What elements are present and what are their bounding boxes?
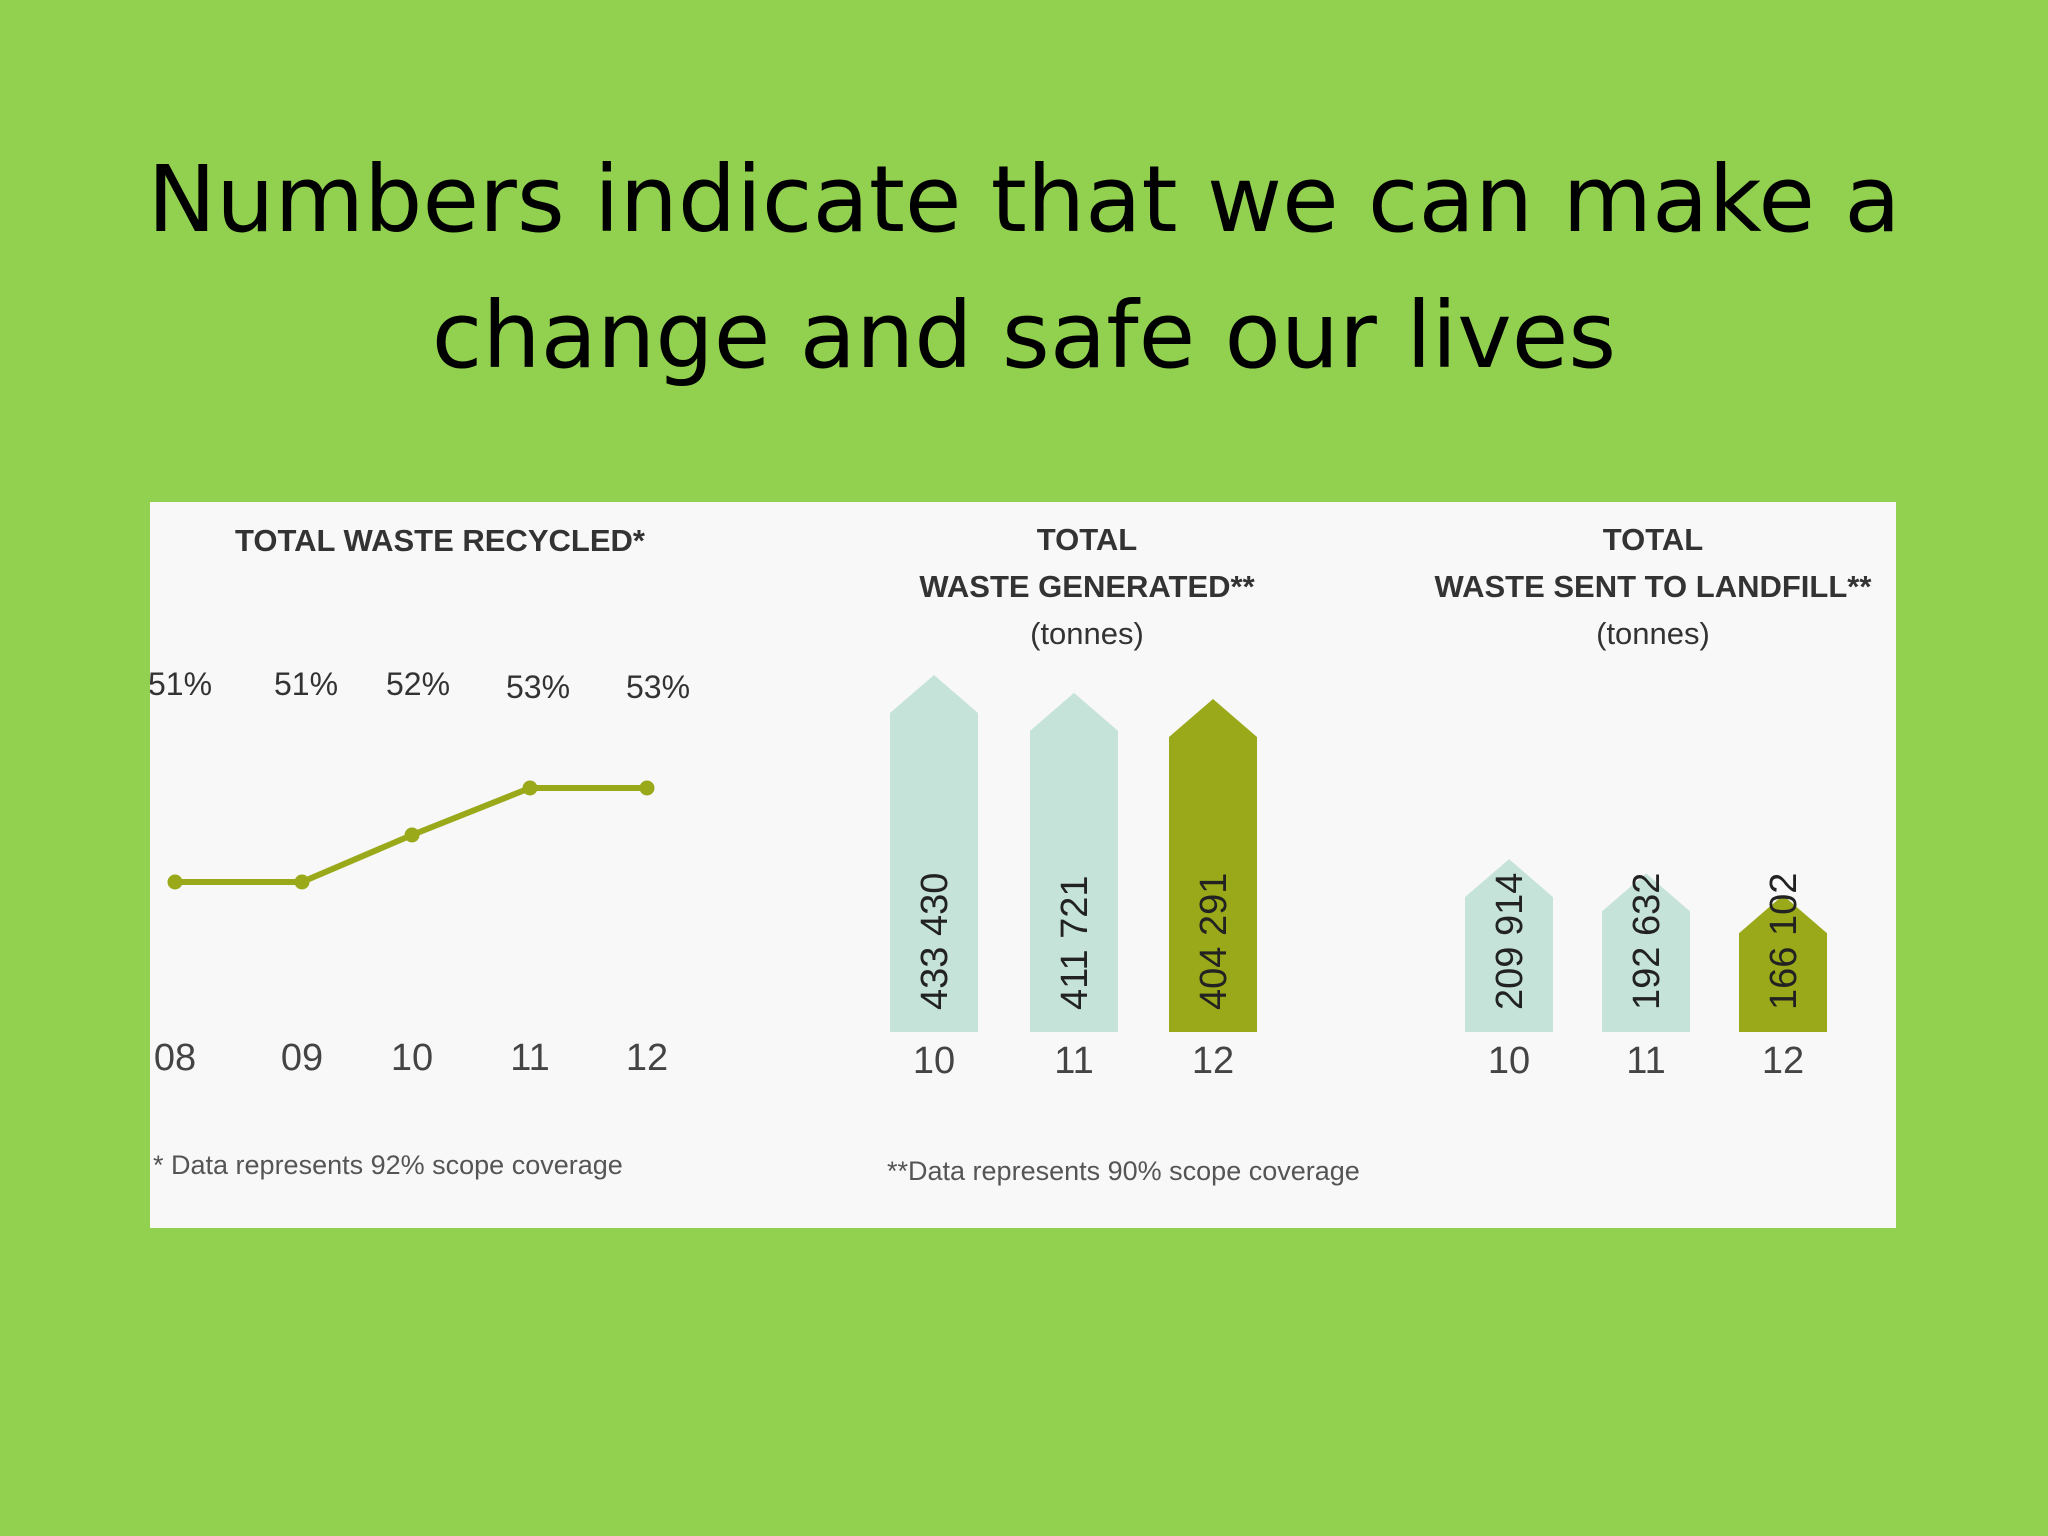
landfill-footnote: **Data represents 90% scope coverage (887, 1156, 1360, 1186)
recycled-value-label-11: 53% (506, 669, 570, 705)
recycled-value-label-12: 53% (626, 669, 690, 705)
landfill-chart: TOTAL WASTE SENT TO LANDFILL** (tonnes) … (887, 522, 1872, 1186)
landfill-x-label-12: 12 (1762, 1040, 1804, 1082)
recycled-x-label-08: 08 (154, 1037, 196, 1079)
landfill-value-label-11: 192 632 (1626, 873, 1668, 1010)
landfill-bar-12 (1739, 895, 1827, 1032)
recycled-point-10 (404, 827, 420, 843)
landfill-bar-10 (1465, 859, 1553, 1032)
landfill-x-label-11: 11 (1626, 1040, 1665, 1082)
generated-x-label-11: 11 (1054, 1040, 1093, 1082)
generated-chart-unit: (tonnes) (1030, 616, 1144, 651)
slide-title-line-1: Numbers indicate that we can make a (147, 145, 1901, 253)
recycled-chart: TOTAL WASTE RECYCLED* 51% 51% 52% 53% 53% 08… (150, 523, 690, 1180)
generated-bars: 433 430 10 411 721 11 404 291 12 (890, 675, 1257, 1082)
landfill-value-label-10: 209 914 (1489, 873, 1531, 1010)
generated-chart-title-line-1: TOTAL (1037, 522, 1137, 557)
landfill-value-label-12: 166 102 (1763, 873, 1805, 1010)
generated-bar-11 (1030, 692, 1118, 1032)
infographic-svg: TOTAL WASTE RECYCLED* 51% 51% 52% 53% 53% 08… (150, 522, 1872, 1186)
recycled-value-label-08: 51% (150, 666, 212, 702)
generated-bar-10 (890, 675, 978, 1032)
recycled-point-09 (294, 874, 310, 890)
slide-title-line-2: change and safe our lives (431, 281, 1617, 389)
generated-value-label-10: 433 430 (914, 873, 956, 1010)
landfill-chart-title-line-1: TOTAL (1603, 522, 1703, 557)
generated-value-label-11: 411 721 (1054, 875, 1096, 1010)
recycled-value-label-10: 52% (386, 666, 450, 702)
recycled-points (167, 780, 655, 890)
generated-x-label-12: 12 (1192, 1040, 1234, 1082)
slide-title: Numbers indicate that we can make a chan… (100, 132, 1948, 404)
recycled-x-label-09: 09 (281, 1037, 323, 1079)
recycled-x-label-11: 11 (510, 1037, 549, 1079)
landfill-chart-title-line-2: WASTE SENT TO LANDFILL** (1435, 569, 1873, 604)
recycled-x-label-10: 10 (391, 1037, 433, 1079)
recycled-value-labels: 51% 51% 52% 53% 53% (150, 666, 690, 705)
recycled-footnote: * Data represents 92% scope coverage (153, 1150, 623, 1180)
recycled-x-label-12: 12 (626, 1037, 668, 1079)
landfill-bars: 209 914 10 192 632 11 166 102 12 (1465, 859, 1827, 1082)
generated-x-label-10: 10 (913, 1040, 955, 1082)
recycled-point-12 (639, 780, 655, 796)
recycled-point-11 (522, 780, 538, 796)
generated-bar-12 (1169, 699, 1257, 1032)
recycled-x-labels: 08 09 10 11 12 (154, 1037, 668, 1079)
recycled-value-label-09: 51% (274, 666, 338, 702)
recycled-point-08 (167, 874, 183, 890)
generated-chart: TOTAL WASTE GENERATED** (tonnes) 433 430… (890, 522, 1257, 1082)
landfill-bar-11 (1602, 873, 1690, 1032)
waste-infographic: TOTAL WASTE RECYCLED* 51% 51% 52% 53% 53% 08… (150, 502, 1896, 1228)
landfill-chart-unit: (tonnes) (1596, 616, 1710, 651)
generated-chart-title-line-2: WASTE GENERATED** (919, 569, 1255, 604)
landfill-x-label-10: 10 (1488, 1040, 1530, 1082)
recycled-chart-title: TOTAL WASTE RECYCLED* (235, 523, 646, 558)
generated-value-label-12: 404 291 (1193, 873, 1235, 1010)
